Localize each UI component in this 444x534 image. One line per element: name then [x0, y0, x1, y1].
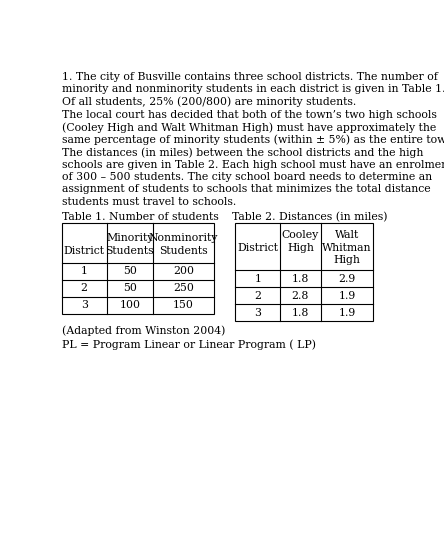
Text: students must travel to schools.: students must travel to schools. [62, 197, 236, 207]
Text: 1.9: 1.9 [338, 308, 356, 318]
Text: 250: 250 [173, 283, 194, 293]
Text: 1.9: 1.9 [338, 291, 356, 301]
Text: 2.8: 2.8 [292, 291, 309, 301]
Text: 100: 100 [119, 300, 140, 310]
Text: The distances (in miles) between the school districts and the high: The distances (in miles) between the sch… [62, 147, 423, 158]
Bar [62, 223, 214, 313]
Text: PL = Program Linear or Linear Program ( LP): PL = Program Linear or Linear Program ( … [62, 340, 316, 350]
Text: Of all students, 25% (200/800) are minority students.: Of all students, 25% (200/800) are minor… [62, 97, 356, 107]
Text: Minority: Minority [106, 233, 154, 244]
Text: minority and nonminority students in each district is given in Table 1.: minority and nonminority students in eac… [62, 84, 444, 94]
Text: Students: Students [106, 246, 154, 256]
Text: 200: 200 [173, 266, 194, 276]
Bar [235, 223, 373, 321]
Text: 1.8: 1.8 [292, 274, 309, 284]
Text: Whitman: Whitman [322, 243, 372, 253]
Text: The local court has decided that both of the town’s two high schools: The local court has decided that both of… [62, 111, 436, 120]
Text: (Cooley High and Walt Whitman High) must have approximately the: (Cooley High and Walt Whitman High) must… [62, 123, 436, 133]
Text: 3: 3 [254, 308, 261, 318]
Text: 150: 150 [173, 300, 194, 310]
Text: Students: Students [159, 246, 208, 256]
Text: 2: 2 [81, 283, 87, 293]
Text: 50: 50 [123, 266, 137, 276]
Text: High: High [287, 243, 314, 253]
Text: High: High [333, 255, 361, 265]
Text: District: District [237, 243, 278, 253]
Text: 1: 1 [81, 266, 87, 276]
Text: Nonminority: Nonminority [149, 233, 218, 244]
Text: 1. The city of Busville contains three school districts. The number of: 1. The city of Busville contains three s… [62, 72, 438, 82]
Text: (Adapted from Winston 2004): (Adapted from Winston 2004) [62, 326, 225, 336]
Text: assignment of students to schools that minimizes the total distance: assignment of students to schools that m… [62, 184, 430, 194]
Text: Table 1. Number of students: Table 1. Number of students [62, 212, 218, 222]
Text: same percentage of minority students (within ± 5%) as the entire town.: same percentage of minority students (wi… [62, 135, 444, 145]
Text: 2.9: 2.9 [338, 274, 356, 284]
Text: 2: 2 [254, 291, 261, 301]
Text: 3: 3 [81, 300, 87, 310]
Text: Cooley: Cooley [282, 230, 319, 240]
Text: District: District [63, 246, 105, 256]
Text: Walt: Walt [335, 230, 359, 240]
Text: of 300 – 500 students. The city school board needs to determine an: of 300 – 500 students. The city school b… [62, 172, 432, 182]
Text: schools are given in Table 2. Each high school must have an enrolment: schools are given in Table 2. Each high … [62, 160, 444, 170]
Text: 1.8: 1.8 [292, 308, 309, 318]
Text: 1: 1 [254, 274, 261, 284]
Text: 50: 50 [123, 283, 137, 293]
Text: Table 2. Distances (in miles): Table 2. Distances (in miles) [232, 212, 388, 222]
